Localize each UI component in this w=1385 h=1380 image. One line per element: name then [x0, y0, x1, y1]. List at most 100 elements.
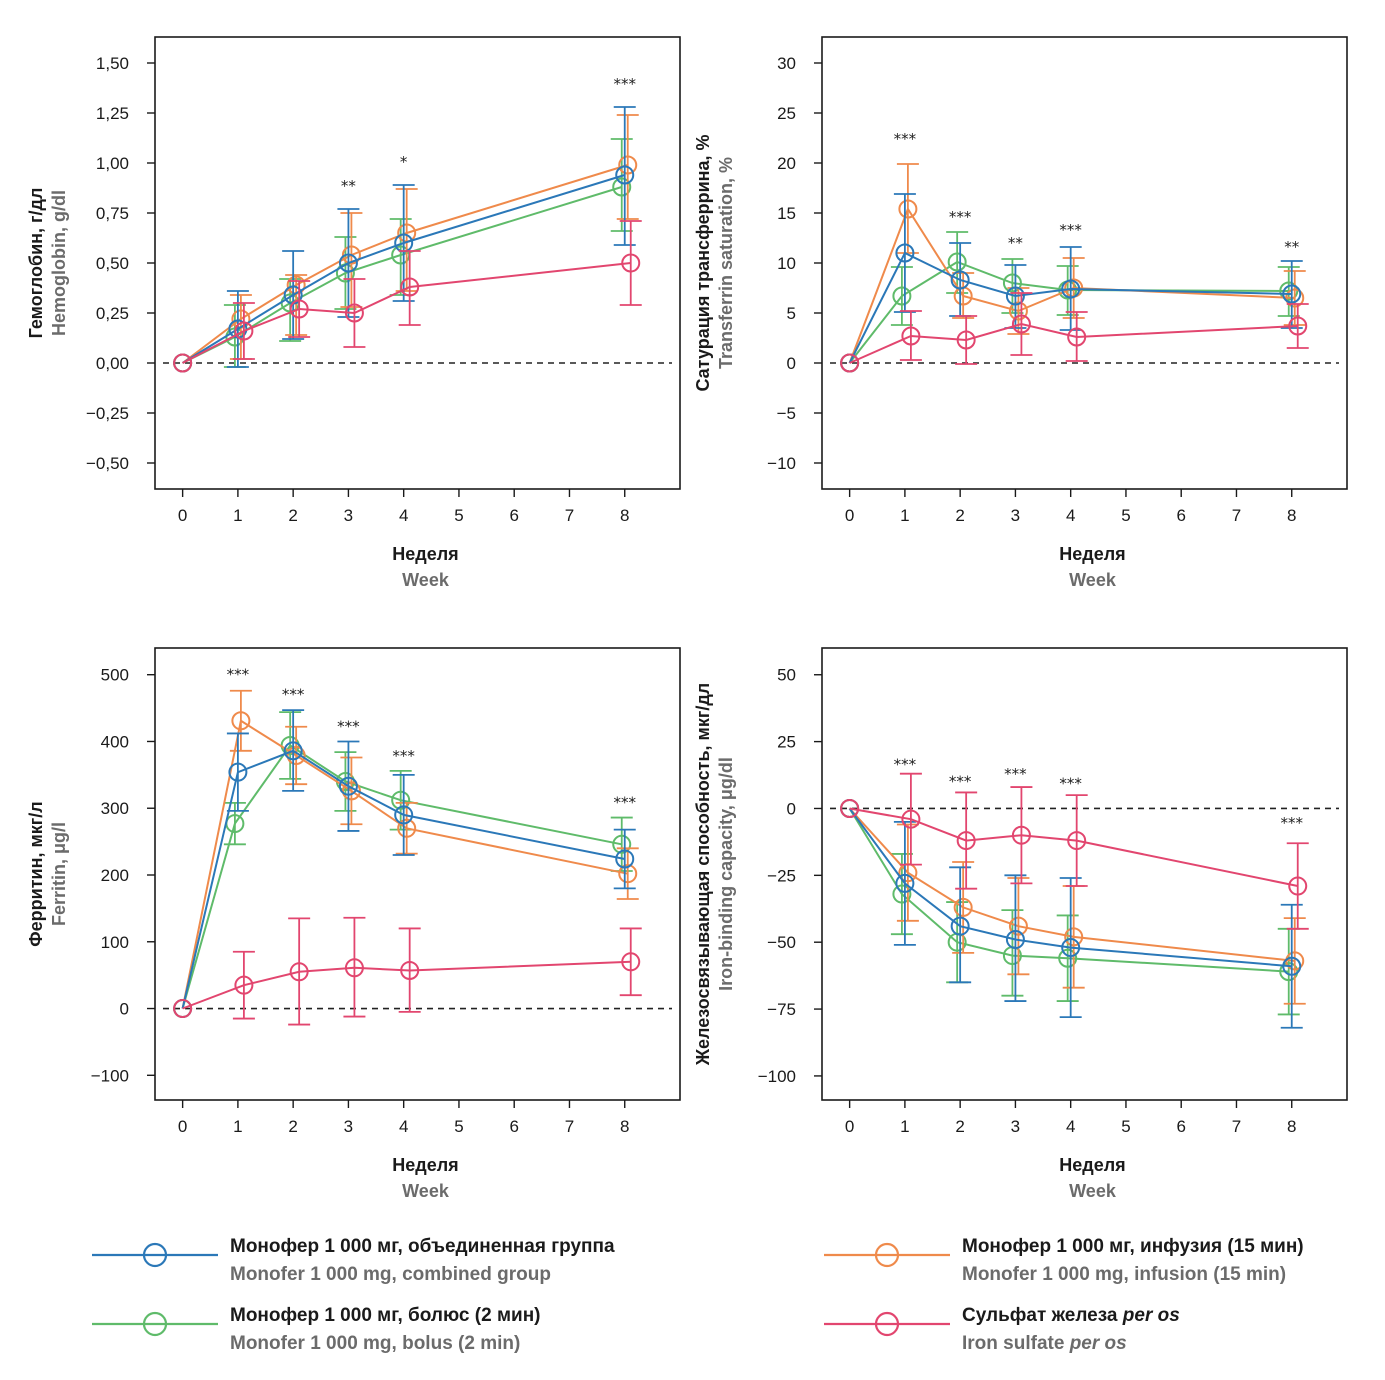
- data-point-infusion: [231, 711, 251, 731]
- y-tick-label: 1,25: [96, 104, 129, 123]
- series-infusion: [173, 114, 639, 373]
- legend-item-infusion: Монофер 1 000 мг, инфузия (15 мин) Monof…: [822, 1230, 1382, 1290]
- significance-marker: ***: [337, 717, 360, 735]
- data-point-combined: [1005, 286, 1025, 306]
- data-point-oral: [1067, 831, 1087, 851]
- data-point-oral: [1011, 314, 1031, 334]
- x-tick-label: 3: [1011, 1117, 1020, 1136]
- legend-marker-oral: [824, 1311, 950, 1337]
- series-line-combined: [848, 251, 1292, 364]
- legend-label-combined-en: Monofer 1 000 mg, combined group: [230, 1264, 551, 1285]
- y-tick-label: 0,25: [96, 304, 129, 323]
- legend-label-oral-ru: Сульфат железа per os: [962, 1305, 1180, 1327]
- x-axis-label-ru: Неделя: [1059, 1155, 1125, 1175]
- y-tick-label: 1,50: [96, 54, 129, 73]
- data-point-oral: [956, 831, 976, 851]
- x-tick-label: 0: [845, 1117, 854, 1136]
- y-tick-label: −0,50: [86, 454, 129, 473]
- series-oral: [173, 220, 642, 373]
- x-tick-label: 3: [344, 1117, 353, 1136]
- data-point-oral: [621, 253, 641, 273]
- x-axis-label-ru: Неделя: [1059, 544, 1125, 564]
- y-axis-label-en: Iron-binding capacity, μg/dl: [716, 757, 736, 991]
- legend-label-bolus-ru: Монофер 1 000 мг, болюс (2 мин): [230, 1305, 541, 1326]
- x-tick-label: 7: [565, 506, 574, 525]
- data-point-infusion: [618, 155, 638, 175]
- data-point-bolus: [1058, 948, 1078, 968]
- data-point-infusion: [397, 818, 417, 838]
- x-tick-label: 1: [900, 1117, 909, 1136]
- y-tick-label: 5: [787, 304, 796, 323]
- data-point-oral: [400, 277, 420, 297]
- legend-label-bolus-en: Monofer 1 000 mg, bolus (2 min): [230, 1333, 521, 1354]
- plot-frame: [154, 647, 681, 1101]
- data-point-combined: [615, 849, 635, 869]
- data-point-oral: [1067, 327, 1087, 347]
- significance-marker: ***: [949, 772, 972, 790]
- data-point-oral: [956, 330, 976, 350]
- significance-marker: ***: [613, 794, 636, 812]
- significance-marker: **: [1284, 238, 1300, 256]
- y-tick-label: 30: [777, 54, 796, 73]
- data-point-oral: [1288, 316, 1308, 336]
- x-tick-label: 0: [178, 1117, 187, 1136]
- data-point-bolus: [947, 252, 967, 272]
- series-oral: [840, 292, 1309, 373]
- x-tick-label: 2: [288, 506, 297, 525]
- x-tick-label: 1: [233, 506, 242, 525]
- data-point-infusion: [341, 245, 361, 265]
- y-tick-label: −50: [767, 933, 796, 952]
- data-point-bolus: [1279, 281, 1299, 301]
- legend-label-oral-en-italic: per os: [1069, 1333, 1127, 1354]
- data-point-combined: [338, 776, 358, 796]
- x-tick-label: 1: [900, 506, 909, 525]
- x-axis-label-en: Week: [402, 1181, 450, 1201]
- data-point-bolus: [1002, 273, 1022, 293]
- legend-label-oral-ru-italic: per os: [1122, 1305, 1180, 1326]
- data-point-combined: [1061, 938, 1081, 958]
- x-axis-label-en: Week: [402, 570, 450, 590]
- data-point-combined: [1282, 284, 1302, 304]
- series-line-combined: [182, 174, 625, 364]
- data-point-infusion: [953, 897, 973, 917]
- significance-marker: ***: [1280, 814, 1303, 832]
- data-point-combined: [950, 916, 970, 936]
- legend-label-oral-en: Iron sulfate per os: [962, 1333, 1127, 1355]
- series-oral: [840, 772, 1309, 930]
- legend-item-combined: Монофер 1 000 мг, объединенная группа Mo…: [90, 1230, 690, 1290]
- series-line-infusion: [181, 164, 628, 364]
- y-tick-label: 0,50: [96, 254, 129, 273]
- x-tick-label: 2: [955, 1117, 964, 1136]
- series-line-combined: [848, 807, 1292, 968]
- y-axis-label-ru: Ферритин, мкг/л: [26, 801, 46, 946]
- legend-label-infusion-ru: Монофер 1 000 мг, инфузия (15 мин): [962, 1236, 1304, 1257]
- data-point-infusion: [1008, 916, 1028, 936]
- y-tick-label: 100: [101, 933, 129, 952]
- series-line-oral: [182, 262, 631, 364]
- y-tick-label: 1,00: [96, 154, 129, 173]
- x-tick-label: 8: [620, 1117, 629, 1136]
- legend-item-bolus: Монофер 1 000 мг, болюс (2 мин) Monofer …: [90, 1299, 690, 1359]
- plot-frame: [821, 647, 1348, 1101]
- chart-panel-4: 0 1 2 3 4 5 6 7 8 −100 −75 −50 −25 0 25 50 Неделя Week Жел…: [693, 647, 1348, 1201]
- data-point-oral: [344, 303, 364, 323]
- data-point-combined: [895, 243, 915, 263]
- legend-label-oral-ru-text: Сульфат железа: [962, 1305, 1123, 1326]
- data-point-bolus: [892, 286, 912, 306]
- data-point-combined: [1005, 930, 1025, 950]
- series-bolus: [173, 711, 633, 1019]
- y-tick-label: −10: [767, 454, 796, 473]
- significance-marker: ***: [392, 747, 415, 765]
- significance-marker: ***: [613, 75, 636, 93]
- data-point-combined: [228, 762, 248, 782]
- y-tick-label: 25: [777, 104, 796, 123]
- data-point-oral: [234, 975, 254, 995]
- x-tick-label: 6: [509, 1117, 518, 1136]
- data-point-infusion: [618, 864, 638, 884]
- data-point-bolus: [612, 834, 632, 854]
- data-point-oral: [840, 353, 860, 373]
- y-tick-label: 20: [777, 154, 796, 173]
- significance-marker: ***: [1059, 221, 1082, 239]
- series-line-infusion: [848, 807, 1295, 962]
